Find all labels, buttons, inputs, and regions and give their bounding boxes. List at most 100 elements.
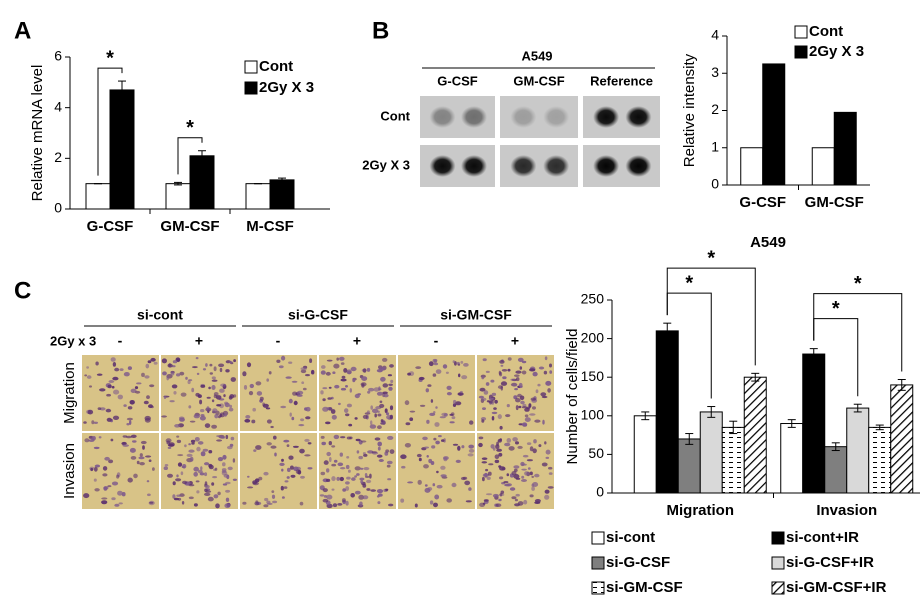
- cell: [127, 366, 132, 370]
- cell: [302, 387, 307, 391]
- cell: [380, 419, 384, 423]
- micrograph: [319, 433, 396, 509]
- cell: [99, 407, 106, 411]
- bar: [165, 183, 191, 210]
- cell: [468, 444, 475, 449]
- cell: [263, 471, 269, 476]
- cell: [455, 459, 461, 463]
- cell: [230, 436, 235, 441]
- cell: [271, 494, 276, 499]
- cell: [222, 483, 228, 486]
- cell: [491, 416, 495, 421]
- cell: [300, 475, 305, 479]
- cell: [485, 382, 490, 386]
- chart-title: A549: [750, 234, 786, 251]
- cell: [479, 387, 486, 392]
- cell: [189, 420, 196, 423]
- cell: [188, 496, 194, 500]
- cell: [218, 363, 225, 368]
- cell: [450, 412, 455, 416]
- cell: [463, 363, 469, 367]
- cell: [354, 417, 358, 420]
- cell: [358, 494, 365, 500]
- cell: [104, 456, 110, 461]
- cell: [106, 393, 111, 397]
- cell: [430, 399, 434, 403]
- cell: [497, 385, 503, 389]
- cell: [469, 420, 474, 425]
- cell: [217, 491, 221, 496]
- cell: [219, 367, 223, 373]
- cell: [523, 499, 528, 505]
- group-label: si-GM-CSF: [440, 307, 512, 323]
- legend-label: si-cont: [606, 529, 655, 546]
- blot-spot: [543, 155, 570, 177]
- cell: [521, 479, 527, 482]
- cell: [362, 452, 366, 455]
- cell: [507, 357, 512, 361]
- micrograph: [477, 433, 554, 509]
- cell: [111, 481, 119, 486]
- cell: [161, 415, 168, 418]
- cell: [163, 466, 168, 471]
- cell: [197, 441, 204, 445]
- blot-spot: [429, 106, 456, 128]
- significance-label: *: [186, 117, 194, 139]
- cell: [111, 497, 116, 501]
- cell: [514, 503, 521, 507]
- cell: [228, 395, 233, 400]
- cell: [351, 477, 356, 481]
- cell: [388, 383, 393, 386]
- significance-label: *: [707, 247, 715, 269]
- cell: [511, 496, 517, 500]
- y-tick-label: 0: [596, 484, 604, 500]
- legend-label: si-G-CSF: [606, 554, 670, 571]
- cell: [300, 418, 305, 422]
- cell: [212, 408, 218, 413]
- y-tick-label: 6: [54, 48, 62, 64]
- cell: [230, 377, 236, 382]
- cell: [321, 365, 326, 369]
- cell: [129, 420, 132, 425]
- cell: [468, 449, 475, 453]
- cell: [486, 476, 491, 480]
- cell: [123, 372, 130, 377]
- cell: [460, 390, 463, 394]
- cell: [333, 459, 338, 463]
- cell: [326, 468, 330, 473]
- cell: [376, 489, 384, 494]
- cell: [331, 445, 336, 448]
- cell: [545, 456, 550, 459]
- cell: [213, 366, 217, 372]
- group-label: si-G-CSF: [288, 307, 348, 323]
- cell: [544, 441, 547, 445]
- x-tick-label: GM-CSF: [805, 194, 864, 211]
- legend-swatch: [771, 531, 785, 545]
- cell: [196, 372, 200, 375]
- cell: [435, 369, 442, 374]
- cell: [133, 473, 138, 479]
- cell: [451, 482, 457, 488]
- blot-column-label: GM-CSF: [513, 73, 564, 88]
- cell: [521, 475, 525, 479]
- cell: [187, 380, 191, 385]
- micrograph: [240, 433, 317, 509]
- cell: [366, 410, 370, 414]
- condition-label: -: [118, 333, 123, 349]
- cell: [102, 466, 108, 471]
- cell: [300, 367, 307, 371]
- bar: [811, 147, 835, 186]
- cell: [138, 456, 145, 460]
- cell: [380, 376, 386, 382]
- cell: [296, 466, 301, 471]
- cell: [321, 441, 327, 446]
- cell: [339, 452, 343, 457]
- cell: [432, 373, 437, 377]
- cell: [219, 413, 223, 418]
- cell: [494, 399, 498, 404]
- cell: [487, 471, 492, 476]
- cell: [255, 381, 262, 386]
- cell: [372, 408, 379, 414]
- cell: [219, 388, 225, 393]
- cell: [355, 438, 361, 442]
